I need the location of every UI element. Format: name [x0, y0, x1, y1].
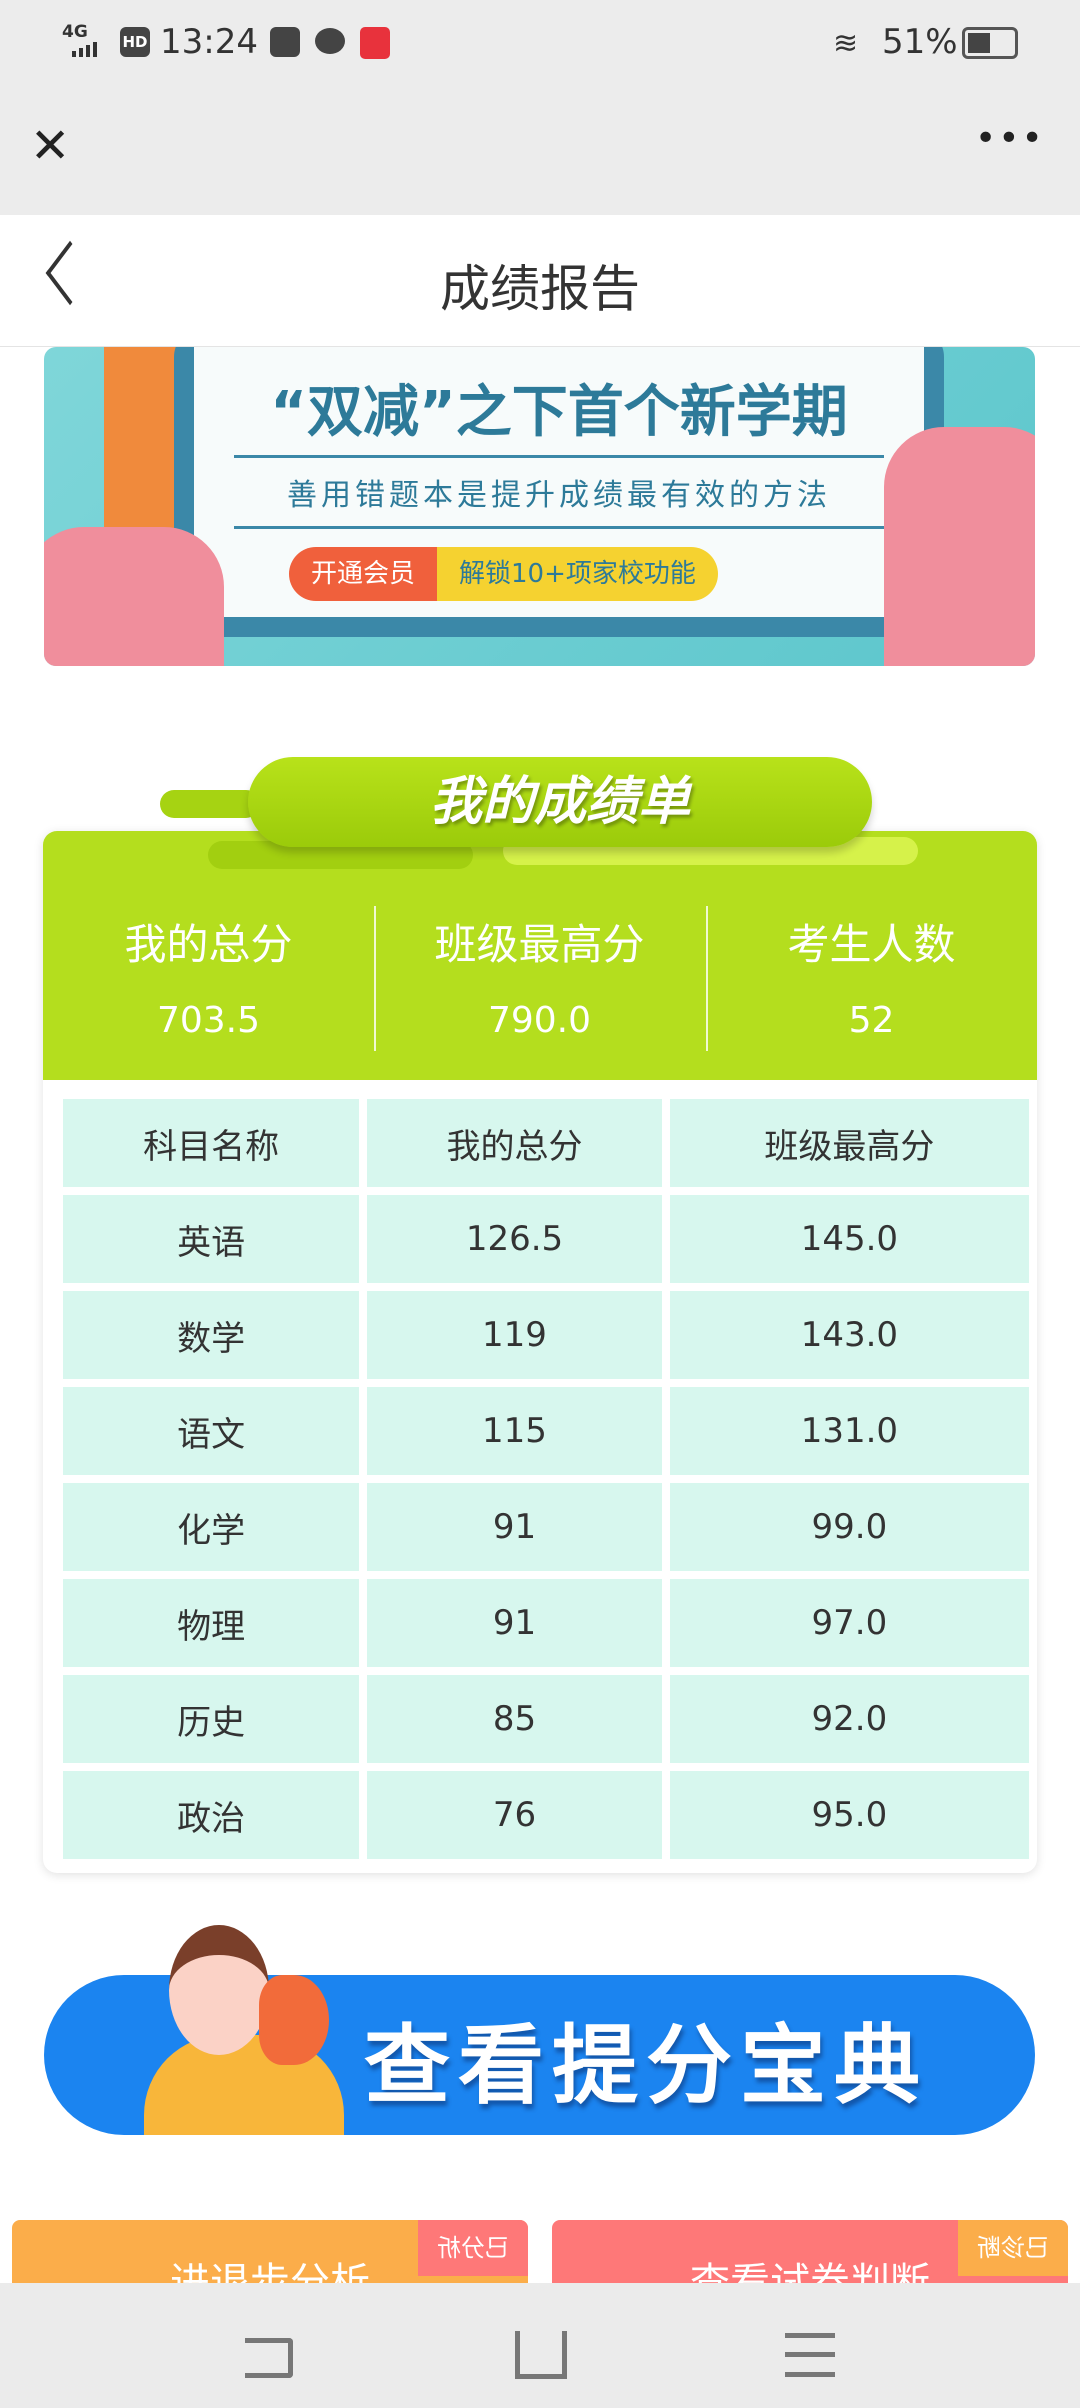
- top-chrome: 4G HD 13:24 ≋ 51% ✕ •••: [0, 0, 1080, 215]
- divider: [374, 906, 376, 1051]
- banner-headline: “双减”之下首个新学期: [270, 380, 848, 445]
- back-icon[interactable]: [245, 2338, 293, 2378]
- table-cell: 126.5: [367, 1195, 662, 1283]
- battery-icon: [962, 27, 1018, 59]
- summary-label: 班级最高分: [434, 920, 645, 969]
- column-header: 我的总分: [367, 1099, 662, 1187]
- summary-label: 我的总分: [124, 920, 293, 969]
- table-header-row: 科目名称 我的总分 班级最高分: [63, 1099, 1029, 1187]
- table-row: 语文 115 131.0: [63, 1387, 1029, 1475]
- clock: 13:24: [160, 22, 258, 62]
- chat-icon: [315, 28, 345, 54]
- unlock-features-label: 解锁10+项家校功能: [437, 547, 718, 601]
- score-card: 我的总分 703.5 班级最高分 790.0 考生人数 52 科目名称 我的总分 班级…: [43, 831, 1037, 1873]
- scorecard-title: 我的成绩单: [248, 757, 872, 847]
- table-cell: 85: [367, 1675, 662, 1763]
- banner-subtitle: 善用错题本是提升成绩最有效的方法: [234, 455, 884, 529]
- score-guide-button[interactable]: 查看提分宝典: [44, 1925, 1035, 2135]
- table-cell: 化学: [63, 1483, 360, 1571]
- table-cell: 131.0: [669, 1387, 1029, 1475]
- divider: [706, 906, 708, 1051]
- hd-icon: HD: [120, 27, 150, 57]
- megaphone-icon: [259, 1975, 329, 2065]
- table-row: 化学 91 99.0: [63, 1483, 1029, 1571]
- summary-label: 考生人数: [787, 920, 956, 969]
- column-header: 科目名称: [63, 1099, 360, 1187]
- table-cell: 145.0: [669, 1195, 1029, 1283]
- open-membership-label: 开通会员: [289, 547, 438, 601]
- summary-examinees: 考生人数 52: [706, 911, 1037, 1041]
- table-cell: 99.0: [669, 1483, 1029, 1571]
- subject-score-table: 科目名称 我的总分 班级最高分 英语 126.5 145.0 数学 119 143.0 语文…: [55, 1091, 1037, 1867]
- membership-banner[interactable]: “双减”之下首个新学期 善用错题本是提升成绩最有效的方法 开通会员 解锁10+项…: [44, 347, 1035, 666]
- page-title: 成绩报告: [440, 260, 640, 318]
- table-cell: 115: [367, 1387, 662, 1475]
- table-cell: 143.0: [669, 1291, 1029, 1379]
- close-icon[interactable]: ✕: [30, 118, 71, 174]
- table-row: 英语 126.5 145.0: [63, 1195, 1029, 1283]
- status-tag: 已诊断: [958, 2220, 1068, 2276]
- right-hand: [884, 427, 1035, 666]
- table-row: 数学 119 143.0: [63, 1291, 1029, 1379]
- title-bar: 成绩报告: [0, 215, 1080, 347]
- telegram-icon: [270, 27, 300, 57]
- table-cell: 政治: [63, 1771, 360, 1859]
- summary-class-max: 班级最高分 790.0: [374, 911, 705, 1041]
- table-row: 政治 76 95.0: [63, 1771, 1029, 1859]
- table-row: 历史 85 92.0: [63, 1675, 1029, 1763]
- left-hand: [44, 527, 224, 666]
- summary-value: 52: [848, 1000, 895, 1041]
- menu-icon[interactable]: [785, 2333, 835, 2377]
- table-cell: 数学: [63, 1291, 360, 1379]
- table-cell: 76: [367, 1771, 662, 1859]
- summary-value: 790.0: [487, 1000, 592, 1041]
- table-row: 物理 91 97.0: [63, 1579, 1029, 1667]
- table-cell: 95.0: [669, 1771, 1029, 1859]
- toutiao-app-icon: [360, 27, 390, 59]
- summary-header: 我的总分 703.5 班级最高分 790.0 考生人数 52: [43, 831, 1037, 1080]
- battery-percent: 51%: [882, 22, 958, 62]
- summary-value: 703.5: [156, 1000, 261, 1041]
- column-header: 班级最高分: [669, 1099, 1029, 1187]
- system-nav-bar: [0, 2283, 1080, 2408]
- wifi-icon: ≋: [833, 26, 859, 61]
- signal-icon: 4G: [62, 22, 97, 57]
- membership-cta[interactable]: 开通会员 解锁10+项家校功能: [289, 547, 718, 601]
- table-cell: 语文: [63, 1387, 360, 1475]
- table-cell: 物理: [63, 1579, 360, 1667]
- score-guide-label: 查看提分宝典: [364, 2016, 928, 2116]
- table-cell: 91: [367, 1579, 662, 1667]
- more-icon[interactable]: •••: [975, 118, 1045, 159]
- table-cell: 97.0: [669, 1579, 1029, 1667]
- table-cell: 英语: [63, 1195, 360, 1283]
- table-cell: 历史: [63, 1675, 360, 1763]
- table-cell: 119: [367, 1291, 662, 1379]
- home-icon[interactable]: [515, 2331, 567, 2379]
- decoration: [160, 790, 260, 818]
- status-tag: 已分析: [418, 2220, 528, 2276]
- girl-head: [169, 1925, 269, 2055]
- table-cell: 92.0: [669, 1675, 1029, 1763]
- summary-total: 我的总分 703.5: [43, 911, 374, 1041]
- table-cell: 91: [367, 1483, 662, 1571]
